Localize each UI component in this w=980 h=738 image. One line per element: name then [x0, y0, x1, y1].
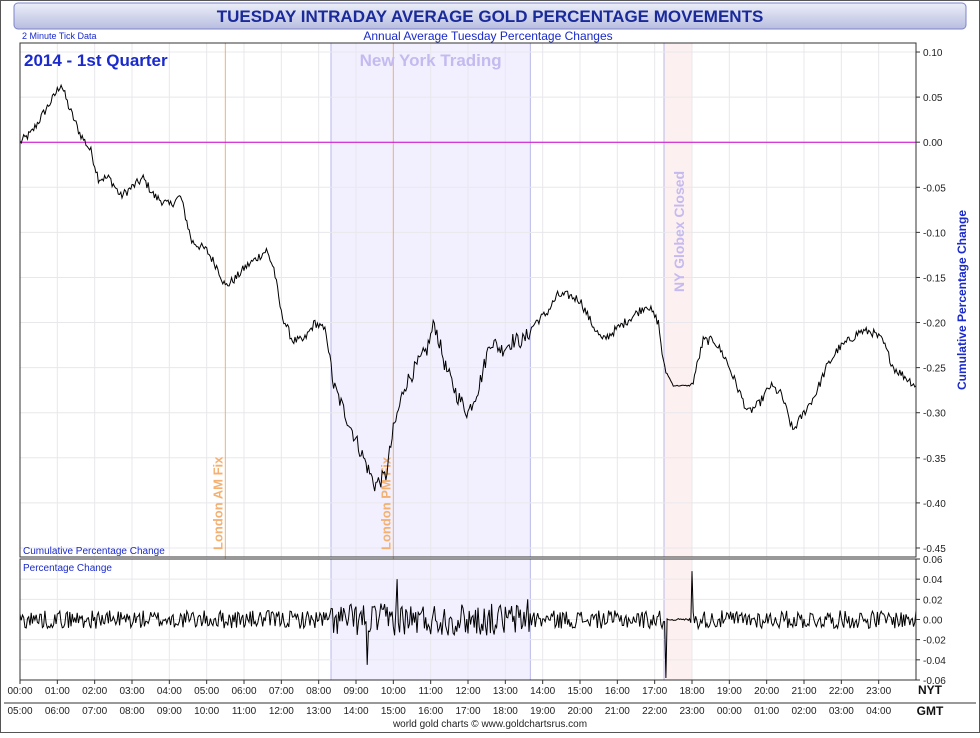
x-tick-label-gmt: 15:00 — [381, 706, 406, 717]
x-tick-label-gmt: 07:00 — [82, 706, 107, 717]
x-tick-label-gmt: 10:00 — [194, 706, 219, 717]
y-tick-label: -0.20 — [923, 319, 946, 330]
x-tick-label-nyt: 15:00 — [567, 686, 592, 697]
x-tick-label-gmt: 03:00 — [829, 706, 854, 717]
chart-subtitle: Annual Average Tuesday Percentage Change… — [363, 29, 612, 43]
percentage-change-line — [19, 571, 917, 679]
x-tick-label-nyt: 03:00 — [119, 686, 144, 697]
y-tick-label: -0.05 — [923, 183, 946, 194]
x-unit-gmt: GMT — [917, 704, 944, 718]
x-axis: 00:00 05:00 01:00 06:00 02:00 07:00 03:00 08:00… — [4, 680, 976, 718]
x-tick-label-nyt: 04:00 — [157, 686, 182, 697]
y-tick-label: -0.10 — [923, 228, 946, 239]
x-tick-label-gmt: 20:00 — [567, 706, 592, 717]
x-tick-label-nyt: 18:00 — [679, 686, 704, 697]
x-tick-label-gmt: 17:00 — [455, 706, 480, 717]
x-tick-label-gmt: 12:00 — [269, 706, 294, 717]
x-tick-label-gmt: 13:00 — [306, 706, 331, 717]
x-tick-label-gmt: 11:00 — [232, 706, 257, 717]
y-tick-label: -0.04 — [923, 656, 946, 667]
y-tick-label: -0.15 — [923, 273, 946, 284]
x-tick-label-gmt: 16:00 — [418, 706, 443, 717]
y-axis-label: Cumulative Percentage Change — [955, 210, 969, 390]
title-bar — [13, 2, 967, 30]
globex-closed-band-upper — [664, 43, 692, 557]
y-tick-label: -0.02 — [923, 636, 946, 647]
x-tick-label-gmt: 23:00 — [679, 706, 704, 717]
x-tick-label-gmt: 09:00 — [157, 706, 182, 717]
y-tick-label: 0.02 — [923, 595, 943, 606]
x-tick-label-gmt: 05:00 — [7, 706, 32, 717]
y-tick-label: -0.40 — [923, 499, 946, 510]
x-tick-label-nyt: 06:00 — [231, 686, 256, 697]
x-tick-label-gmt: 19:00 — [530, 706, 555, 717]
lower-panel-label: Percentage Change — [23, 563, 112, 574]
london-fix-label: London AM Fix — [210, 456, 225, 550]
x-tick-label-nyt: 10:00 — [381, 686, 406, 697]
upper-panel-border — [19, 42, 917, 558]
x-tick-label-nyt: 19:00 — [717, 686, 742, 697]
period-label: 2014 - 1st Quarter — [24, 51, 168, 70]
cumulative-series-line — [19, 83, 917, 492]
x-unit-nyt: NYT — [918, 683, 943, 697]
footer-credit: world gold charts © www.goldchartsrus.co… — [392, 719, 587, 730]
tick-note: 2 Minute Tick Data — [22, 31, 97, 41]
x-tick-label-nyt: 12:00 — [455, 686, 480, 697]
x-tick-label-gmt: 14:00 — [343, 706, 368, 717]
x-tick-label-nyt: 08:00 — [306, 686, 331, 697]
x-tick-label-nyt: 22:00 — [829, 686, 854, 697]
x-tick-label-gmt: 06:00 — [45, 706, 70, 717]
x-tick-label-nyt: 21:00 — [791, 686, 816, 697]
x-tick-label-gmt: 02:00 — [791, 706, 816, 717]
x-tick-label-nyt: 16:00 — [605, 686, 630, 697]
x-tick-label-gmt: 18:00 — [493, 706, 518, 717]
x-tick-label-nyt: 01:00 — [45, 686, 70, 697]
y-tick-label: -0.30 — [923, 409, 946, 420]
y-tick-label: -0.25 — [923, 364, 946, 375]
x-tick-label-nyt: 05:00 — [194, 686, 219, 697]
y-tick-label: 0.05 — [923, 93, 943, 104]
london-fix-label: London PM Fix — [378, 456, 393, 550]
x-tick-label-nyt: 02:00 — [82, 686, 107, 697]
y-tick-label: 0.06 — [923, 555, 943, 566]
x-tick-label-nyt: 07:00 — [269, 686, 294, 697]
y-tick-label: 0.10 — [923, 48, 943, 59]
y-tick-label: 0.00 — [923, 138, 943, 149]
lower-panel: 0.06 0.04 0.02 0.00 -0.02 -0.04 -0.06 Percentag… — [19, 555, 946, 687]
x-tick-label-nyt: 13:00 — [493, 686, 518, 697]
upper-panel-label: Cumulative Percentage Change — [23, 546, 165, 557]
x-tick-label-nyt: 23:00 — [866, 686, 891, 697]
x-tick-label-nyt: 20:00 — [754, 686, 779, 697]
chart-title: TUESDAY INTRADAY AVERAGE GOLD PERCENTAGE… — [217, 7, 764, 26]
y-tick-label: -0.06 — [923, 676, 946, 687]
globex-closed-label: NY Globex Closed — [671, 171, 687, 292]
y-tick-label: -0.35 — [923, 454, 946, 465]
x-tick-label-gmt: 21:00 — [605, 706, 630, 717]
x-tick-label-nyt: 14:00 — [530, 686, 555, 697]
ny-trading-label: New York Trading — [360, 51, 502, 70]
x-tick-label-gmt: 04:00 — [866, 706, 891, 717]
x-tick-label-nyt: 11:00 — [419, 686, 444, 697]
x-tick-label-nyt: 00:00 — [7, 686, 32, 697]
x-tick-label-gmt: 22:00 — [642, 706, 667, 717]
x-tick-label-nyt: 09:00 — [343, 686, 368, 697]
x-tick-label-gmt: 01:00 — [754, 706, 779, 717]
x-tick-label-gmt: 08:00 — [119, 706, 144, 717]
x-tick-label-nyt: 17:00 — [642, 686, 667, 697]
upper-panel: 0.10 0.05 0.00 -0.05 -0.10 -0.15 -0.20 -0.25 -0.… — [19, 42, 969, 680]
y-tick-label: 0.04 — [923, 575, 943, 586]
y-tick-label: 0.00 — [923, 616, 943, 627]
x-tick-label-gmt: 00:00 — [717, 706, 742, 717]
y-tick-label: -0.45 — [923, 544, 946, 555]
